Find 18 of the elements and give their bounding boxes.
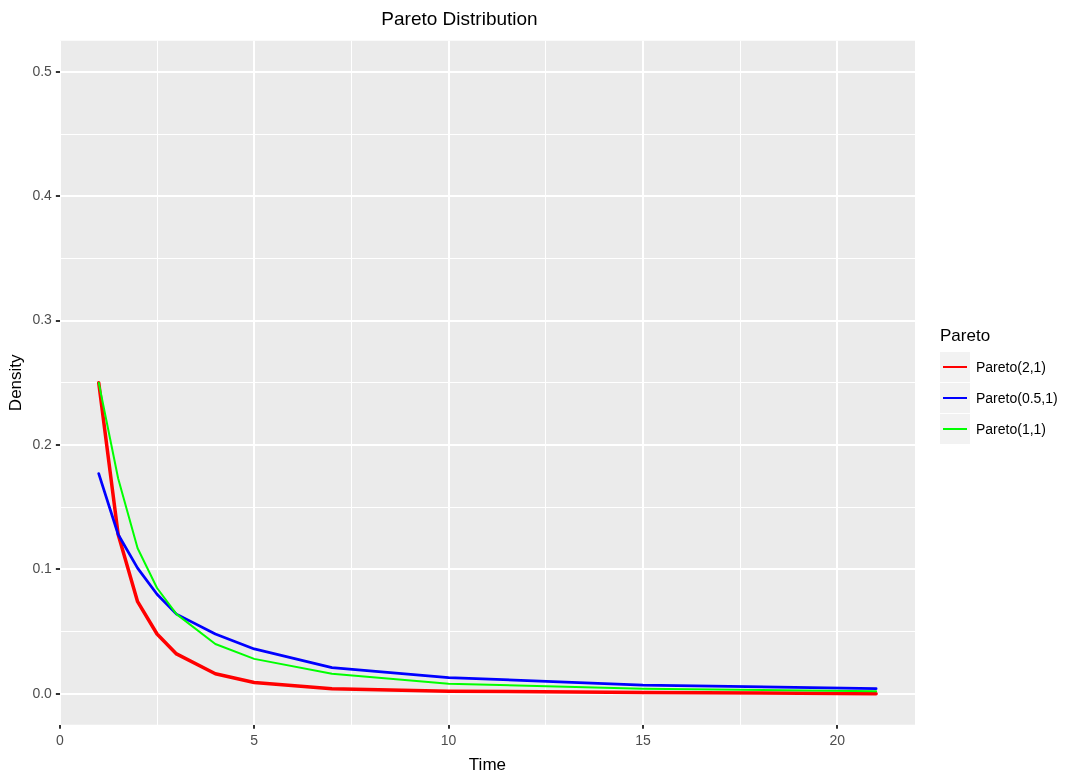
- y-tick-label: 0.4: [32, 187, 53, 204]
- y-tick-label: 0.3: [32, 311, 53, 328]
- x-axis-title: Time: [468, 755, 507, 775]
- x-tick-label: 0: [55, 732, 64, 749]
- legend-title: Pareto: [940, 326, 992, 346]
- y-tick-label: 0.0: [32, 684, 53, 701]
- x-tick-label: 15: [635, 732, 651, 749]
- x-tick-label: 5: [250, 732, 259, 749]
- y-tick-label: 0.5: [32, 62, 53, 79]
- chart-title: Pareto Distribution: [381, 7, 538, 29]
- y-tick-label: 0.2: [32, 435, 53, 452]
- legend-label: Pareto(1,1): [976, 421, 1047, 437]
- legend-label: Pareto(0.5,1): [976, 390, 1058, 406]
- x-tick-label: 10: [440, 732, 457, 749]
- y-axis-title: Density: [5, 353, 25, 412]
- x-tick-label: 20: [829, 732, 846, 749]
- legend-label: Pareto(2,1): [976, 359, 1047, 375]
- y-tick-label: 0.1: [32, 560, 53, 577]
